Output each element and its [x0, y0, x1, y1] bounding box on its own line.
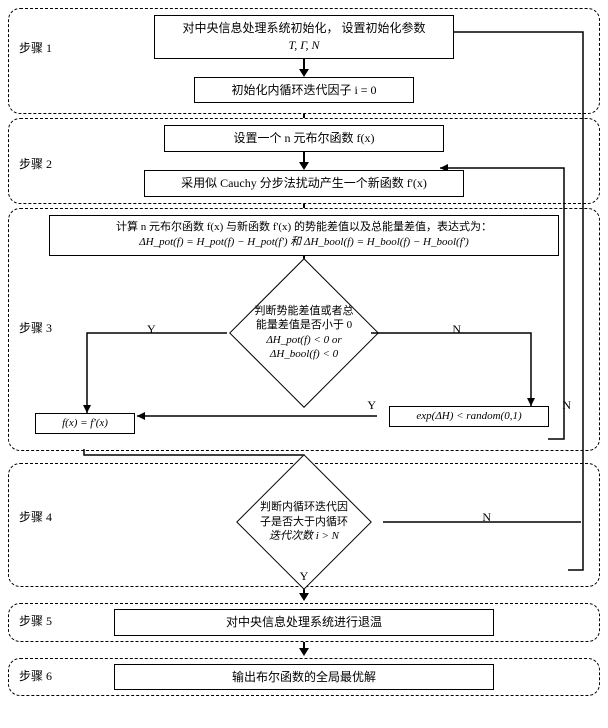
- step-3-container: 步骤 3 计算 n 元布尔函数 f(x) 与新函数 f'(x) 的势能差值以及总…: [8, 208, 600, 451]
- step4-dec-l1: 判断内循环迭代因: [260, 500, 348, 514]
- step-2-container: 步骤 2 设置一个 n 元布尔函数 f(x) 采用似 Cauchy 分步法扰动产…: [8, 118, 600, 204]
- step3-dec-l3: ΔH_pot(f) < 0 or: [266, 333, 341, 347]
- step-6-container: 步骤 6 输出布尔函数的全局最优解: [8, 658, 600, 697]
- step1-box2: 初始化内循环迭代因子 i = 0: [194, 77, 414, 104]
- step-1-container: 步骤 1 对中央信息处理系统初始化， 设置初始化参数 T, Γ, N 初始化内循…: [8, 8, 600, 114]
- step3-formula-intro: 计算 n 元布尔函数 f(x) 与新函数 f'(x) 的势能差值以及总能量差值，…: [58, 220, 550, 235]
- step3-dec-l2: 能量差值是否小于 0: [256, 318, 352, 332]
- step3-dec-l4: ΔH_bool(f) < 0: [270, 347, 338, 361]
- step-2-label: 步骤 2: [19, 155, 52, 172]
- step-6-label: 步骤 6: [19, 667, 52, 684]
- step4-Y: Y: [300, 569, 309, 584]
- step4-decision: 判断内循环迭代因 子是否大于内循环 迭代次数 i > N: [234, 470, 374, 574]
- step-4-container: 步骤 4 判断内循环迭代因 子是否大于内循环 迭代次数 i > N N Y: [8, 463, 600, 587]
- step3-N-right: N: [452, 322, 461, 337]
- step1-box1-line2: T, Γ, N: [163, 37, 445, 54]
- step5-box: 对中央信息处理系统进行退温: [114, 609, 494, 636]
- step4-dec-l2: 子是否大于内循环: [260, 515, 348, 529]
- step4-N: N: [482, 510, 491, 525]
- step1-box1: 对中央信息处理系统初始化， 设置初始化参数 T, Γ, N: [154, 15, 454, 59]
- step3-Y-left: Y: [147, 322, 156, 337]
- step3-rand-N: N: [562, 398, 571, 413]
- step2-box1: 设置一个 n 元布尔函数 f(x): [164, 125, 444, 152]
- step3-rand-box: exp(ΔH) < random(0,1): [389, 406, 549, 427]
- step3-decision: 判断势能差值或者总 能量差值是否小于 0 ΔH_pot(f) < 0 or ΔH…: [229, 278, 379, 388]
- step-1-label: 步骤 1: [19, 39, 52, 56]
- step3-formula: ΔH_pot(f) = H_pot(f) − H_pot(f') 和 ΔH_bo…: [58, 235, 550, 250]
- step6-box: 输出布尔函数的全局最优解: [114, 664, 494, 691]
- step3-assign-box: f(x) = f'(x): [35, 413, 135, 434]
- step3-dec-l1: 判断势能差值或者总: [255, 304, 354, 318]
- step4-dec-l3: 迭代次数 i > N: [269, 529, 339, 543]
- step-5-label: 步骤 5: [19, 612, 52, 629]
- step-5-container: 步骤 5 对中央信息处理系统进行退温: [8, 603, 600, 642]
- step3-rand-Y: Y: [367, 398, 376, 413]
- step1-box1-line1: 对中央信息处理系统初始化， 设置初始化参数: [163, 20, 445, 37]
- step2-box2: 采用似 Cauchy 分步法扰动产生一个新函数 f'(x): [144, 170, 464, 197]
- step3-formula-box: 计算 n 元布尔函数 f(x) 与新函数 f'(x) 的势能差值以及总能量差值，…: [49, 215, 559, 256]
